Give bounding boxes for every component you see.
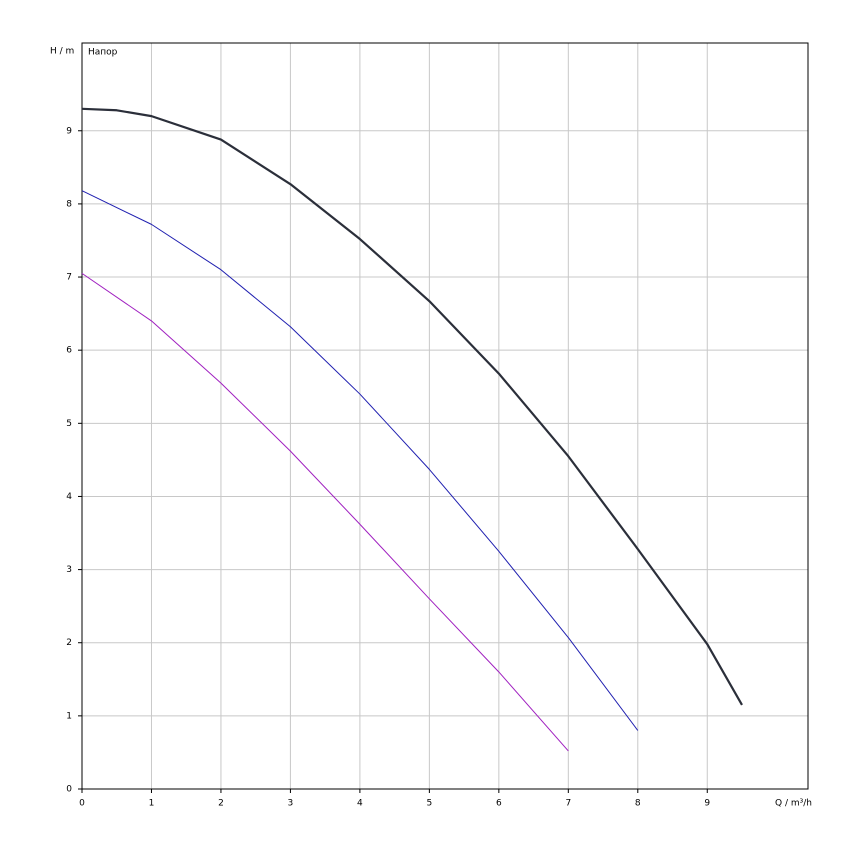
- x-axis-label: Q / m³/h: [775, 799, 812, 809]
- x-tick-label: 2: [218, 799, 224, 809]
- x-tick-label: 4: [357, 799, 363, 809]
- y-tick-label: 7: [66, 273, 72, 283]
- plot-frame: [81, 42, 809, 790]
- x-tick-label: 1: [149, 799, 155, 809]
- y-tick-label: 4: [66, 492, 72, 502]
- x-tick-label: 6: [496, 799, 502, 809]
- x-tick-label: 7: [565, 799, 571, 809]
- y-tick-label: 5: [66, 419, 72, 429]
- curve: [81, 190, 639, 731]
- y-tick-label: 8: [66, 199, 72, 209]
- y-tick-label: 2: [66, 638, 72, 648]
- x-tick-label: 0: [79, 799, 85, 809]
- x-tick-label: 8: [635, 799, 641, 809]
- x-tick-label: 3: [288, 799, 294, 809]
- y-tick-label: 9: [66, 126, 72, 136]
- y-tick-label: 0: [66, 785, 72, 795]
- curve: [81, 272, 569, 752]
- annotation: Напор: [88, 48, 118, 58]
- y-tick-label: 6: [66, 346, 72, 356]
- x-tick-label: 5: [427, 799, 433, 809]
- y-tick-label: 1: [66, 711, 72, 721]
- y-axis-label: H / m: [50, 47, 74, 57]
- curve: [81, 107, 743, 706]
- x-tick-label: 9: [704, 799, 710, 809]
- y-tick-label: 3: [66, 565, 72, 575]
